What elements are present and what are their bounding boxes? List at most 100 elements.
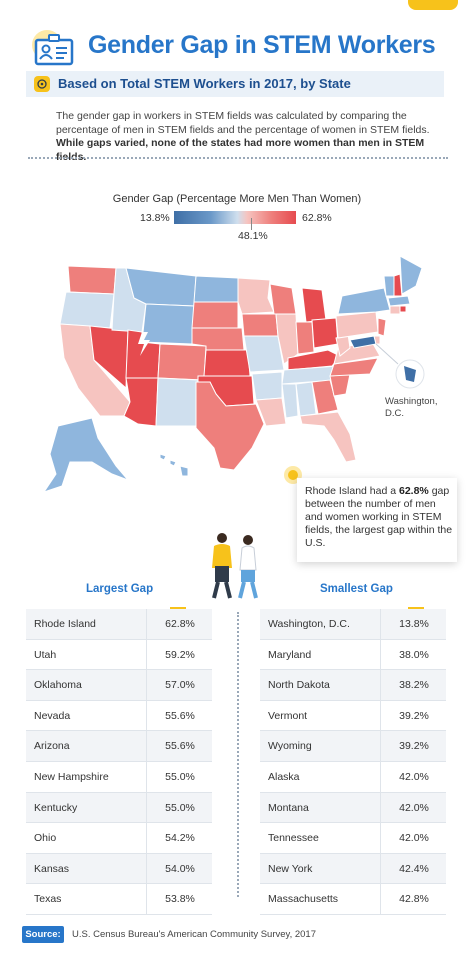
table-row: Massachusetts 42.8%	[260, 884, 446, 915]
row-separator	[380, 823, 381, 853]
table-row: Utah 59.2%	[26, 639, 212, 671]
map-state-wy	[141, 303, 195, 345]
table-row: Ohio 54.2%	[26, 823, 212, 854]
subtitle: Based on Total STEM Workers in 2017, by …	[58, 76, 351, 91]
legend-color-scale	[174, 211, 296, 224]
map-state-mi	[301, 287, 327, 323]
top-accent-tab	[408, 0, 458, 10]
legend-title: Gender Gap (Percentage More Men Than Wom…	[112, 193, 362, 205]
map-state-mn	[237, 277, 275, 315]
table-row: Rhode Island 62.8%	[26, 609, 212, 640]
row-gap-value: 54.2%	[165, 832, 195, 845]
map-state-de	[373, 335, 381, 345]
row-gap-value: 39.2%	[399, 740, 429, 753]
smallest-gap-table: Washington, D.C. 13.8% Maryland 38.0% North …	[260, 607, 446, 915]
largest-gap-header: Largest Gap	[86, 583, 154, 595]
row-state-name: Texas	[34, 893, 62, 906]
row-state-name: Massachusetts	[268, 893, 339, 906]
row-separator	[146, 792, 147, 823]
row-state-name: New Hampshire	[34, 770, 109, 783]
source-text: U.S. Census Bureau's American Community …	[72, 929, 316, 940]
table-row: Montana 42.0%	[260, 792, 446, 824]
table-row: Arizona 55.6%	[26, 731, 212, 762]
map-state-or	[59, 291, 115, 329]
table-row: Texas 53.8%	[26, 884, 212, 915]
people-illustration	[212, 533, 258, 599]
smallest-gap-header: Smallest Gap	[320, 583, 393, 595]
map-state-wa	[67, 265, 117, 295]
rhode-island-callout: Rhode Island had a 62.8% gap between the…	[297, 478, 457, 562]
row-separator	[146, 853, 147, 884]
map-state-oh	[311, 317, 339, 349]
dc-label: Washington, D.C.	[385, 396, 438, 419]
intro-line-3: While gaps varied, none of the states ha…	[56, 137, 456, 164]
target-icon	[34, 76, 50, 92]
legend-mid-tick	[251, 218, 252, 230]
row-state-name: Rhode Island	[34, 618, 96, 630]
row-gap-value: 57.0%	[165, 679, 195, 692]
dc-shape	[404, 366, 416, 382]
row-separator	[146, 731, 147, 761]
row-separator	[380, 853, 381, 884]
row-state-name: Arizona	[34, 740, 70, 753]
row-gap-value: 53.8%	[165, 893, 195, 906]
map-state-me	[399, 255, 423, 295]
map-state-ms	[281, 383, 299, 419]
map-state-ny	[337, 287, 391, 315]
map-state-nh	[393, 273, 403, 297]
map-state-in	[295, 321, 315, 355]
row-state-name: Tennessee	[268, 832, 319, 845]
row-separator	[146, 761, 147, 792]
legend-min-label: 13.8%	[140, 212, 170, 224]
row-separator	[380, 670, 381, 700]
row-state-name: Vermont	[268, 709, 308, 722]
row-separator	[380, 609, 381, 639]
row-state-name: Nevada	[34, 709, 71, 722]
map-state-mo	[243, 335, 285, 373]
table-row: Maryland 38.0%	[260, 639, 446, 671]
row-separator	[380, 884, 381, 914]
largest-gap-table: Rhode Island 62.8% Utah 59.2% Oklahoma 57.0% N…	[26, 607, 212, 915]
map-state-wi	[269, 283, 297, 315]
map-state-ri	[399, 305, 407, 313]
map-state-sd	[191, 301, 239, 329]
map-state-sc	[329, 373, 351, 397]
row-state-name: Wyoming	[268, 740, 312, 753]
row-gap-value: 42.0%	[399, 832, 429, 845]
callout-text: Rhode Island had a 62.8% gap between the…	[305, 485, 453, 549]
row-state-name: North Dakota	[268, 679, 330, 692]
row-gap-value: 55.0%	[165, 801, 195, 814]
row-gap-value: 38.2%	[399, 679, 429, 692]
map-state-nj	[377, 317, 387, 337]
row-separator	[146, 639, 147, 670]
map-state-hi	[159, 453, 189, 477]
row-gap-value: 55.0%	[165, 770, 195, 783]
row-gap-value: 55.6%	[165, 740, 195, 753]
row-gap-value: 13.8%	[399, 618, 429, 630]
intro-line-2: percentage of men in STEM fields and the…	[56, 123, 430, 136]
map-state-vt	[383, 275, 395, 297]
legend-mid-label: 48.1%	[238, 230, 268, 242]
map-state-ks	[203, 349, 251, 377]
row-gap-value: 42.0%	[399, 770, 429, 783]
subtitle-bar: Based on Total STEM Workers in 2017, by …	[26, 71, 444, 97]
map-state-ma	[387, 295, 411, 307]
us-choropleth-map	[42, 255, 425, 493]
intro-line-1: The gender gap in workers in STEM fields…	[56, 110, 407, 122]
row-state-name: Montana	[268, 801, 309, 814]
row-state-name: Washington, D.C.	[268, 618, 350, 630]
intro-bold-line: While gaps varied, none of the states ha…	[56, 137, 425, 163]
row-state-name: New York	[268, 862, 313, 875]
id-card-icon	[34, 34, 74, 66]
page-title: Gender Gap in STEM Workers	[88, 31, 436, 59]
map-state-ct	[389, 305, 401, 315]
row-separator	[380, 761, 381, 792]
map-state-la	[255, 397, 287, 427]
row-separator	[380, 792, 381, 823]
row-state-name: Maryland	[268, 648, 312, 661]
row-gap-value: 42.0%	[399, 801, 429, 814]
table-row: Washington, D.C. 13.8%	[260, 609, 446, 640]
row-separator	[380, 700, 381, 731]
row-gap-value: 38.0%	[399, 648, 429, 661]
row-separator	[146, 700, 147, 731]
